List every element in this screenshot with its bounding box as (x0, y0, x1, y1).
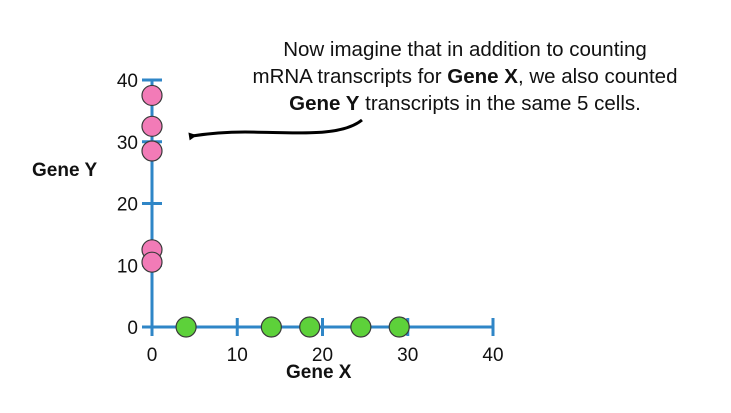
annotation-line-1: Now imagine that in addition to counting (283, 38, 647, 61)
annotation-gene-x: Gene X (447, 65, 518, 88)
x-tick-label: 10 (227, 345, 248, 366)
y-tick-label: 40 (117, 71, 138, 92)
y-tick-label: 20 (117, 195, 138, 216)
annotation-line-3-post: transcripts in the same 5 cells. (359, 92, 641, 115)
data-point (141, 140, 163, 162)
data-point (141, 84, 163, 107)
annotation-gene-y: Gene Y (289, 92, 360, 115)
x-tick-label: 40 (482, 345, 503, 366)
data-point (299, 316, 321, 338)
annotation-line-2-pre: mRNA transcripts for (252, 65, 448, 88)
annotation-line-2-post: , we also counted (517, 65, 678, 88)
data-point (141, 115, 163, 137)
y-tick-label: 10 (117, 256, 138, 277)
annotation-line-2: mRNA transcripts for Gene X, we also cou… (205, 63, 725, 90)
annotation-line-3: Gene Y transcripts in the same 5 cells. (205, 90, 725, 117)
y-tick-label: 0 (127, 318, 138, 339)
data-point (350, 316, 372, 338)
annotation-text: Now imagine that in addition to counting… (205, 36, 725, 117)
data-point (260, 316, 282, 338)
y-tick-label: 30 (117, 133, 138, 154)
data-point (175, 316, 197, 338)
y-axis-title: Gene Y (32, 160, 98, 181)
data-point (388, 316, 410, 338)
x-tick-label: 0 (147, 345, 158, 366)
x-tick-label: 20 (312, 345, 333, 366)
x-axis-title: Gene X (286, 362, 352, 383)
callout-arrow (188, 118, 363, 141)
x-tick-label: 30 (397, 345, 418, 366)
data-point (141, 251, 163, 273)
